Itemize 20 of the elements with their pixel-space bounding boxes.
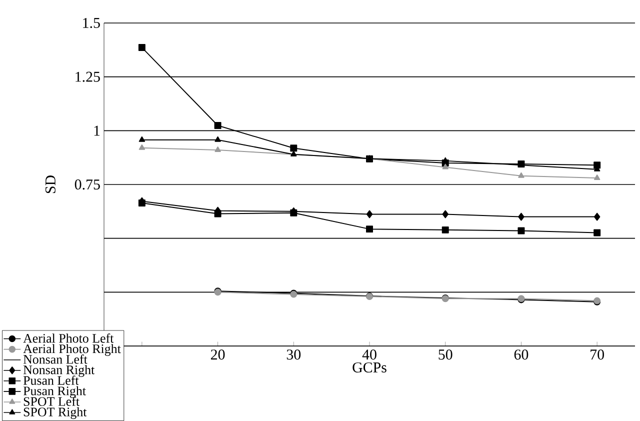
legend-label: Nonsan Right — [23, 365, 95, 377]
x-axis-title: GCPs — [352, 362, 386, 372]
legend-label: Aerial Photo Left — [23, 333, 114, 343]
x-tick-label: 60 — [514, 350, 528, 360]
x-tick-label: 30 — [286, 350, 301, 360]
legend-label: Pusan Left — [23, 376, 79, 385]
y-axis-title: SD — [45, 176, 56, 194]
y-tick-label: 0.75 — [74, 179, 100, 190]
y-tick-label: 1 — [94, 126, 100, 136]
legend-label: SPOT Left — [24, 396, 80, 406]
y-tick-label: 1.5 — [83, 18, 100, 28]
x-tick-label: 40 — [362, 350, 376, 360]
x-tick-label: 50 — [438, 350, 452, 360]
legend-label: SPOT Right — [24, 407, 87, 420]
x-tick-label: 70 — [590, 350, 604, 360]
y-tick-label: 1.25 — [76, 72, 100, 82]
legend-label: Nonsan Left — [23, 354, 88, 364]
legend-label: Aerial Photo Right — [23, 344, 121, 356]
x-tick-label: 20 — [210, 350, 225, 360]
legend-label: Pusan Right — [23, 386, 86, 398]
